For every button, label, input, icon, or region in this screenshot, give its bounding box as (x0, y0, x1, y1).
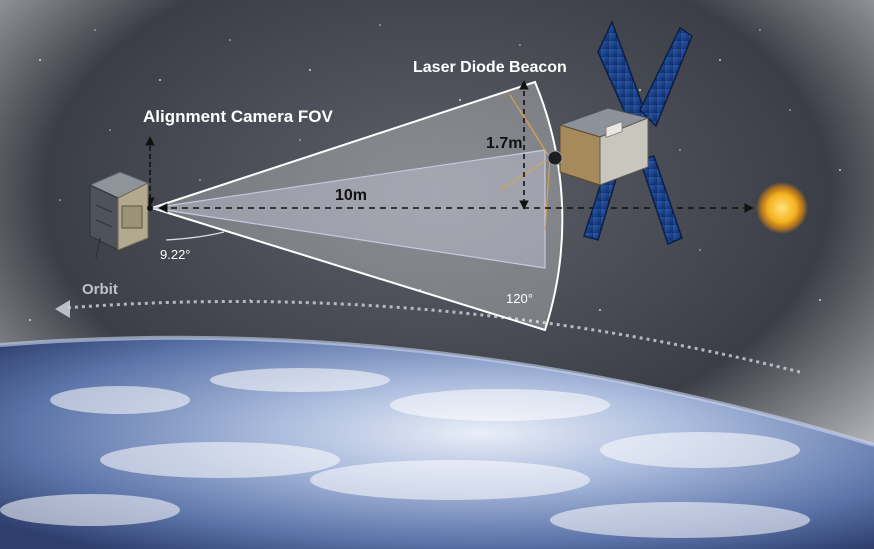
solar-panel-upper-right (639, 26, 693, 128)
sun-icon (756, 182, 808, 234)
cubesat-chaser-icon (88, 171, 153, 259)
camera-fov-label: Alignment Camera FOV (143, 107, 334, 126)
cubesat-target-icon (547, 20, 693, 246)
height-label: 1.7m (486, 135, 522, 152)
camera-angle-label: 9.22° (160, 247, 191, 262)
orbit-label: Orbit (82, 281, 118, 298)
laser-beacon-label: Laser Diode Beacon (413, 59, 567, 76)
star-field (29, 24, 841, 321)
camera-angle-arc (165, 231, 225, 241)
solar-panel-lower-right (639, 155, 683, 246)
distance-label: 10m (335, 187, 367, 204)
clouds (0, 368, 810, 538)
atmosphere-glow (0, 335, 874, 447)
beacon-angle-label: 120° (506, 291, 533, 306)
orbit-arrow-head (55, 300, 70, 318)
